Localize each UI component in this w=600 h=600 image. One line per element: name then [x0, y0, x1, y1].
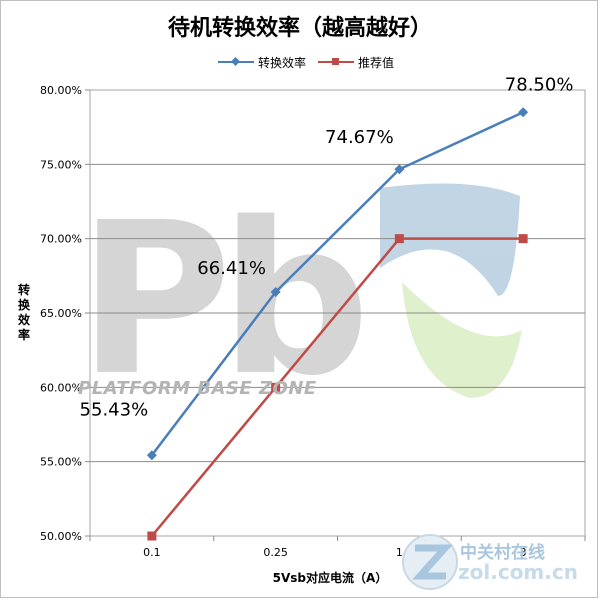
data-point-recommended [271, 382, 281, 392]
series-line-recommended [150, 237, 524, 537]
data-point-efficiency [270, 287, 281, 298]
x-tick-label: 1 [396, 546, 403, 559]
y-tick-label: 65.00% [40, 307, 82, 320]
y-axis-label-char: 换 [17, 298, 30, 312]
data-point-efficiency [518, 107, 529, 118]
legend-swatch-recommended [318, 56, 354, 68]
x-tick-label: 0.25 [263, 546, 288, 559]
data-point-recommended [394, 234, 404, 244]
data-point-efficiency [394, 164, 405, 175]
y-tick-label: 75.00% [40, 158, 82, 171]
legend-item-recommended: 推荐值 [318, 52, 394, 72]
y-tick-label: 60.00% [40, 381, 82, 394]
y-axis-label-char: 转 [17, 283, 30, 297]
x-axis-label: 5Vsb对应电流（A） [272, 571, 388, 585]
site-logo-cn: 中关村在线 [460, 543, 545, 563]
site-logo-en: zol.com.cn [458, 560, 578, 584]
data-point-recommended [147, 531, 157, 541]
legend-label-efficiency: 转换效率 [258, 55, 307, 70]
data-point-recommended [518, 234, 528, 244]
watermark-green-swoosh [402, 282, 522, 398]
y-axis-label: 转换效率 [14, 283, 34, 343]
x-tick-label: 3 [520, 546, 527, 559]
legend-item-efficiency: 转换效率 [218, 52, 306, 72]
watermark-pb-letters: Pb [78, 177, 361, 422]
site-logo: 中关村在线 zol.com.cn [400, 530, 590, 592]
x-tick-label: 0.1 [143, 546, 161, 559]
data-label: 74.67% [325, 127, 394, 148]
data-point-efficiency [146, 450, 157, 461]
y-tick-label: 80.00% [40, 84, 82, 97]
data-label: 78.50% [505, 74, 574, 95]
data-label: 66.41% [197, 258, 266, 279]
series-line-efficiency [150, 111, 524, 457]
y-axis-label-char: 率 [17, 328, 30, 342]
y-axis-label-char: 效 [17, 313, 30, 327]
legend-label-recommended: 推荐值 [358, 55, 395, 70]
y-tick-label: 70.00% [40, 233, 82, 246]
watermark-logo: Pb [78, 177, 522, 422]
y-tick-label: 55.00% [40, 456, 82, 469]
legend: 转换效率 推荐值 [0, 52, 600, 72]
y-tick-label: 50.00% [40, 530, 82, 543]
data-label: 55.43% [80, 399, 149, 420]
watermark-text: PLATFORM BASE ZONE [78, 378, 317, 399]
chart-title: 待机转换效率（越高越好） [167, 15, 432, 41]
legend-swatch-efficiency [218, 56, 254, 68]
zol-logo-icon [402, 534, 458, 590]
